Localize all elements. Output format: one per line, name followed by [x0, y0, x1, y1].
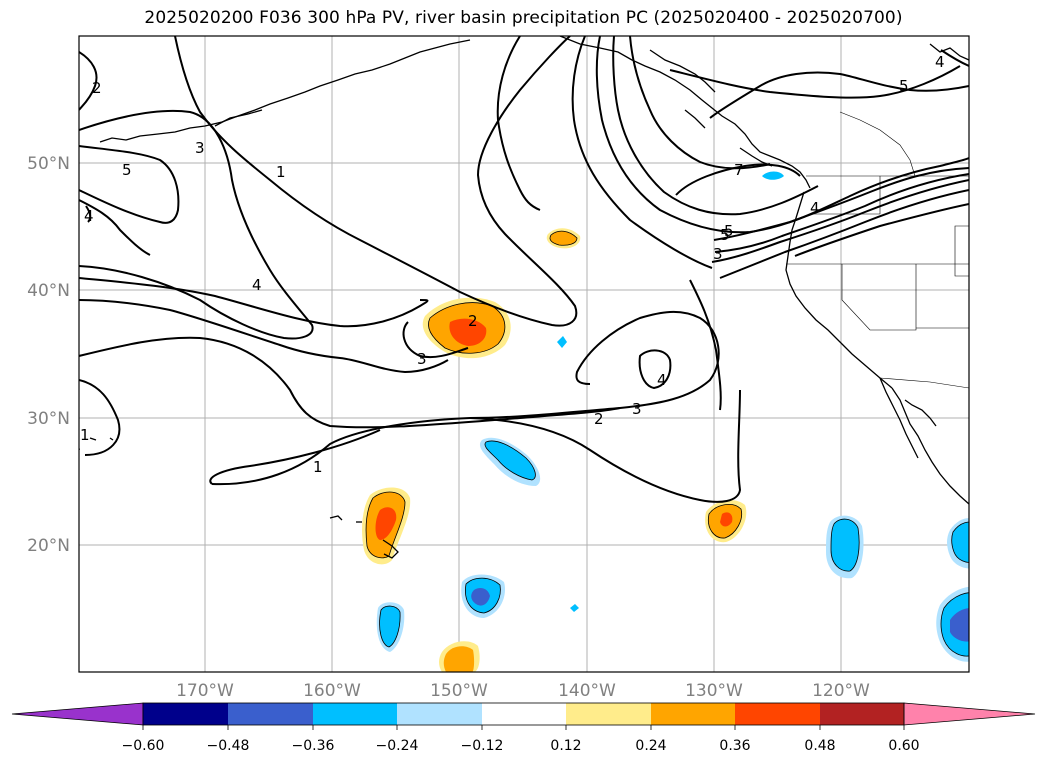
contour-label: 5	[122, 161, 132, 179]
lat-labels: 50°N 40°N 30°N 20°N	[27, 154, 70, 556]
colorbar-tick-label: 0.12	[550, 738, 581, 754]
plot-area: 2 3 5 4 1 4 2 3 4 3 2 1 1 7 5 4 5 3 5 4	[79, 36, 969, 672]
contour-label: 5	[724, 222, 734, 240]
colorbar-tick-label: 0.36	[719, 738, 750, 754]
precip-shading	[362, 171, 969, 672]
lat-label: 20°N	[27, 536, 70, 556]
contour-label: 3	[632, 400, 642, 418]
precip-outlines	[365, 230, 969, 657]
contour-label: 3	[195, 139, 205, 157]
contour-label: 5	[899, 77, 909, 95]
colorbar-tick-label: −0.12	[461, 738, 504, 754]
colorbar-ticks	[142, 725, 905, 730]
colorbar-tick-label: −0.60	[122, 738, 165, 754]
contour-label: 4	[810, 199, 820, 217]
colorbar-tick-label: −0.48	[207, 738, 250, 754]
contour-label: 2	[468, 312, 478, 330]
lon-label: 150°W	[430, 681, 488, 701]
contour-label: 1	[276, 163, 286, 181]
colorbar-segment	[651, 703, 735, 725]
contour-label: 5	[720, 226, 730, 244]
colorbar-segment	[397, 703, 482, 725]
contour-label: 2	[594, 410, 604, 428]
contour-label: 3	[713, 245, 723, 263]
lon-label: 170°W	[176, 681, 234, 701]
lon-labels: 170°W 160°W 150°W 140°W 130°W 120°W	[176, 681, 870, 701]
colorbar-tick-label: 0.60	[888, 738, 919, 754]
colorbar-segment	[735, 703, 820, 725]
contour-label: 4	[657, 371, 667, 389]
colorbar-tick-label: 0.48	[804, 738, 835, 754]
contour-label: 2	[92, 79, 102, 97]
colorbar-tick-label: −0.24	[376, 738, 419, 754]
lat-label: 30°N	[27, 409, 70, 429]
colorbar-frame	[142, 702, 905, 726]
colorbar-segment	[566, 703, 651, 725]
pv-contour-labels: 2 3 5 4 1 4 2 3 4 3 2 1 1 7 5 4 5 3 5 4	[80, 53, 945, 476]
contour-label: 4	[252, 276, 262, 294]
lon-label: 130°W	[685, 681, 743, 701]
gridlines	[79, 36, 969, 672]
map-title: 2025020200 F036 300 hPa PV, river basin …	[144, 8, 903, 28]
colorbar-segment	[482, 703, 566, 725]
contour-label: 4	[935, 53, 945, 71]
colorbar-tick-label: −0.36	[292, 738, 335, 754]
colorbar-segment	[820, 703, 904, 725]
colorbar: −0.60 −0.48 −0.36 −0.24 −0.12 0.12 0.24 …	[11, 702, 1036, 754]
contour-label: 7	[734, 161, 744, 179]
lon-label: 120°W	[812, 681, 870, 701]
contour-label: 3	[417, 350, 427, 368]
lon-label: 160°W	[303, 681, 361, 701]
lat-label: 50°N	[27, 154, 70, 174]
pv-contours	[79, 36, 969, 503]
contour-label: 1	[313, 458, 323, 476]
colorbar-extend-left	[11, 702, 144, 726]
lon-label: 140°W	[558, 681, 616, 701]
colorbar-segment	[228, 703, 313, 725]
lat-label: 40°N	[27, 281, 70, 301]
contour-label: 1	[80, 426, 90, 444]
coastlines	[89, 36, 969, 559]
contour-label: 4	[84, 207, 94, 225]
colorbar-extend-right	[903, 702, 1036, 726]
plot-frame	[78, 35, 970, 673]
colorbar-tick-label: 0.24	[635, 738, 666, 754]
colorbar-segment	[313, 703, 397, 725]
colorbar-segment	[143, 703, 228, 725]
